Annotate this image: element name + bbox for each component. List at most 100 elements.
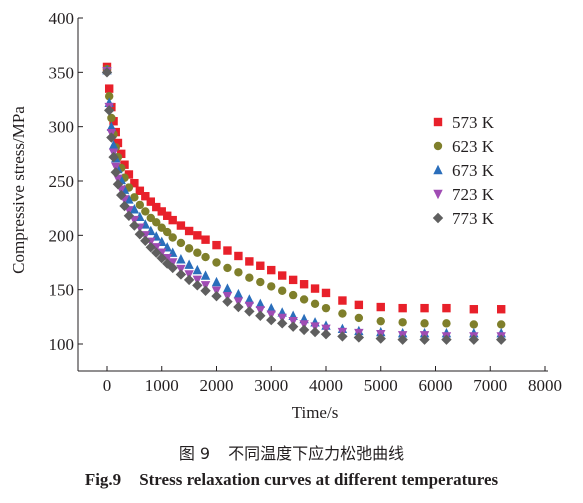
data-point xyxy=(157,207,166,216)
data-point xyxy=(497,305,506,314)
data-point xyxy=(398,318,407,327)
data-point xyxy=(141,192,150,201)
data-point xyxy=(287,321,299,332)
data-point xyxy=(123,210,135,221)
data-point xyxy=(244,294,255,304)
data-point xyxy=(112,179,124,190)
data-point xyxy=(184,259,194,269)
series-1 xyxy=(102,62,506,314)
data-point xyxy=(256,261,265,270)
data-point xyxy=(375,333,386,344)
data-point xyxy=(256,277,265,287)
data-point xyxy=(176,254,186,264)
x-tick-label: 0 xyxy=(103,376,112,395)
data-point xyxy=(193,231,202,240)
legend-label: 573 K xyxy=(452,113,495,132)
data-point xyxy=(130,193,139,202)
data-point xyxy=(266,314,277,326)
data-point xyxy=(106,132,117,143)
data-point xyxy=(108,151,119,163)
data-point xyxy=(163,227,172,237)
data-point xyxy=(397,334,408,345)
data-point xyxy=(119,200,130,212)
data-point xyxy=(310,299,320,308)
x-tick-label: 8000 xyxy=(528,376,562,395)
data-point xyxy=(234,251,243,261)
x-tick-label: 1000 xyxy=(145,376,179,395)
data-point xyxy=(441,334,452,345)
x-tick-label: 5000 xyxy=(364,376,398,395)
data-point xyxy=(176,238,186,248)
series-5 xyxy=(101,67,507,345)
data-point xyxy=(200,270,211,280)
y-tick-label: 250 xyxy=(49,172,75,191)
y-tick-label: 200 xyxy=(49,226,75,245)
x-tick-label: 3000 xyxy=(254,376,288,395)
data-point xyxy=(321,288,331,298)
data-point xyxy=(200,285,211,296)
data-point xyxy=(104,92,114,101)
data-point xyxy=(167,262,178,274)
data-point xyxy=(233,288,244,299)
data-point xyxy=(255,310,266,321)
data-point xyxy=(288,290,298,300)
data-point xyxy=(376,302,385,312)
y-axis-label: Compressive stress/MPa xyxy=(9,106,28,274)
caption-cn-number: 图 9 xyxy=(178,444,211,463)
data-point xyxy=(141,207,150,216)
data-point xyxy=(145,242,156,253)
data-point xyxy=(107,113,116,123)
data-point xyxy=(201,235,210,244)
data-point xyxy=(212,258,221,267)
data-point xyxy=(104,84,114,93)
data-point xyxy=(299,295,309,304)
data-point xyxy=(468,334,480,345)
data-point xyxy=(151,247,162,258)
data-point xyxy=(168,233,177,242)
data-point xyxy=(135,200,145,210)
data-point xyxy=(277,318,288,329)
data-point xyxy=(223,246,232,255)
data-point xyxy=(130,178,139,188)
data-point xyxy=(245,257,254,266)
data-point xyxy=(223,263,232,273)
caption-en-text: Stress relaxation curves at different te… xyxy=(139,470,499,489)
data-point xyxy=(192,264,203,275)
data-point xyxy=(212,240,221,250)
legend-marker xyxy=(433,117,443,127)
data-point xyxy=(266,302,276,313)
y-tick-label: 300 xyxy=(49,118,75,137)
caption-cn-text: 不同温度下应力松弛曲线 xyxy=(228,444,405,463)
data-point xyxy=(192,280,203,291)
legend-label: 773 K xyxy=(452,209,495,228)
data-point xyxy=(354,300,364,310)
data-point xyxy=(106,121,117,131)
data-point xyxy=(337,331,348,342)
data-point xyxy=(108,139,119,150)
data-point xyxy=(234,268,243,277)
data-point xyxy=(175,269,187,280)
data-point xyxy=(244,306,255,317)
y-tick-label: 400 xyxy=(49,9,75,28)
data-point xyxy=(116,189,127,201)
data-point xyxy=(129,220,140,231)
caption-en-number: Fig.9 xyxy=(84,470,122,489)
data-point xyxy=(278,286,287,295)
legend-item: 673 K xyxy=(433,161,495,180)
data-point xyxy=(101,67,113,78)
legend-marker xyxy=(433,189,443,200)
legend-item: 723 K xyxy=(433,185,495,204)
data-point xyxy=(442,303,451,313)
legend-marker xyxy=(432,212,444,224)
data-point xyxy=(110,167,121,178)
data-point xyxy=(146,197,155,206)
data-point xyxy=(211,276,222,287)
figure-caption-cn: 图 9 不同温度下应力松弛曲线 xyxy=(0,440,583,464)
data-point xyxy=(117,149,126,159)
legend-marker xyxy=(433,141,443,151)
y-tick-label: 100 xyxy=(49,335,75,354)
data-point xyxy=(163,211,172,220)
data-point xyxy=(310,284,320,293)
data-point xyxy=(156,252,167,264)
data-point xyxy=(103,105,115,116)
